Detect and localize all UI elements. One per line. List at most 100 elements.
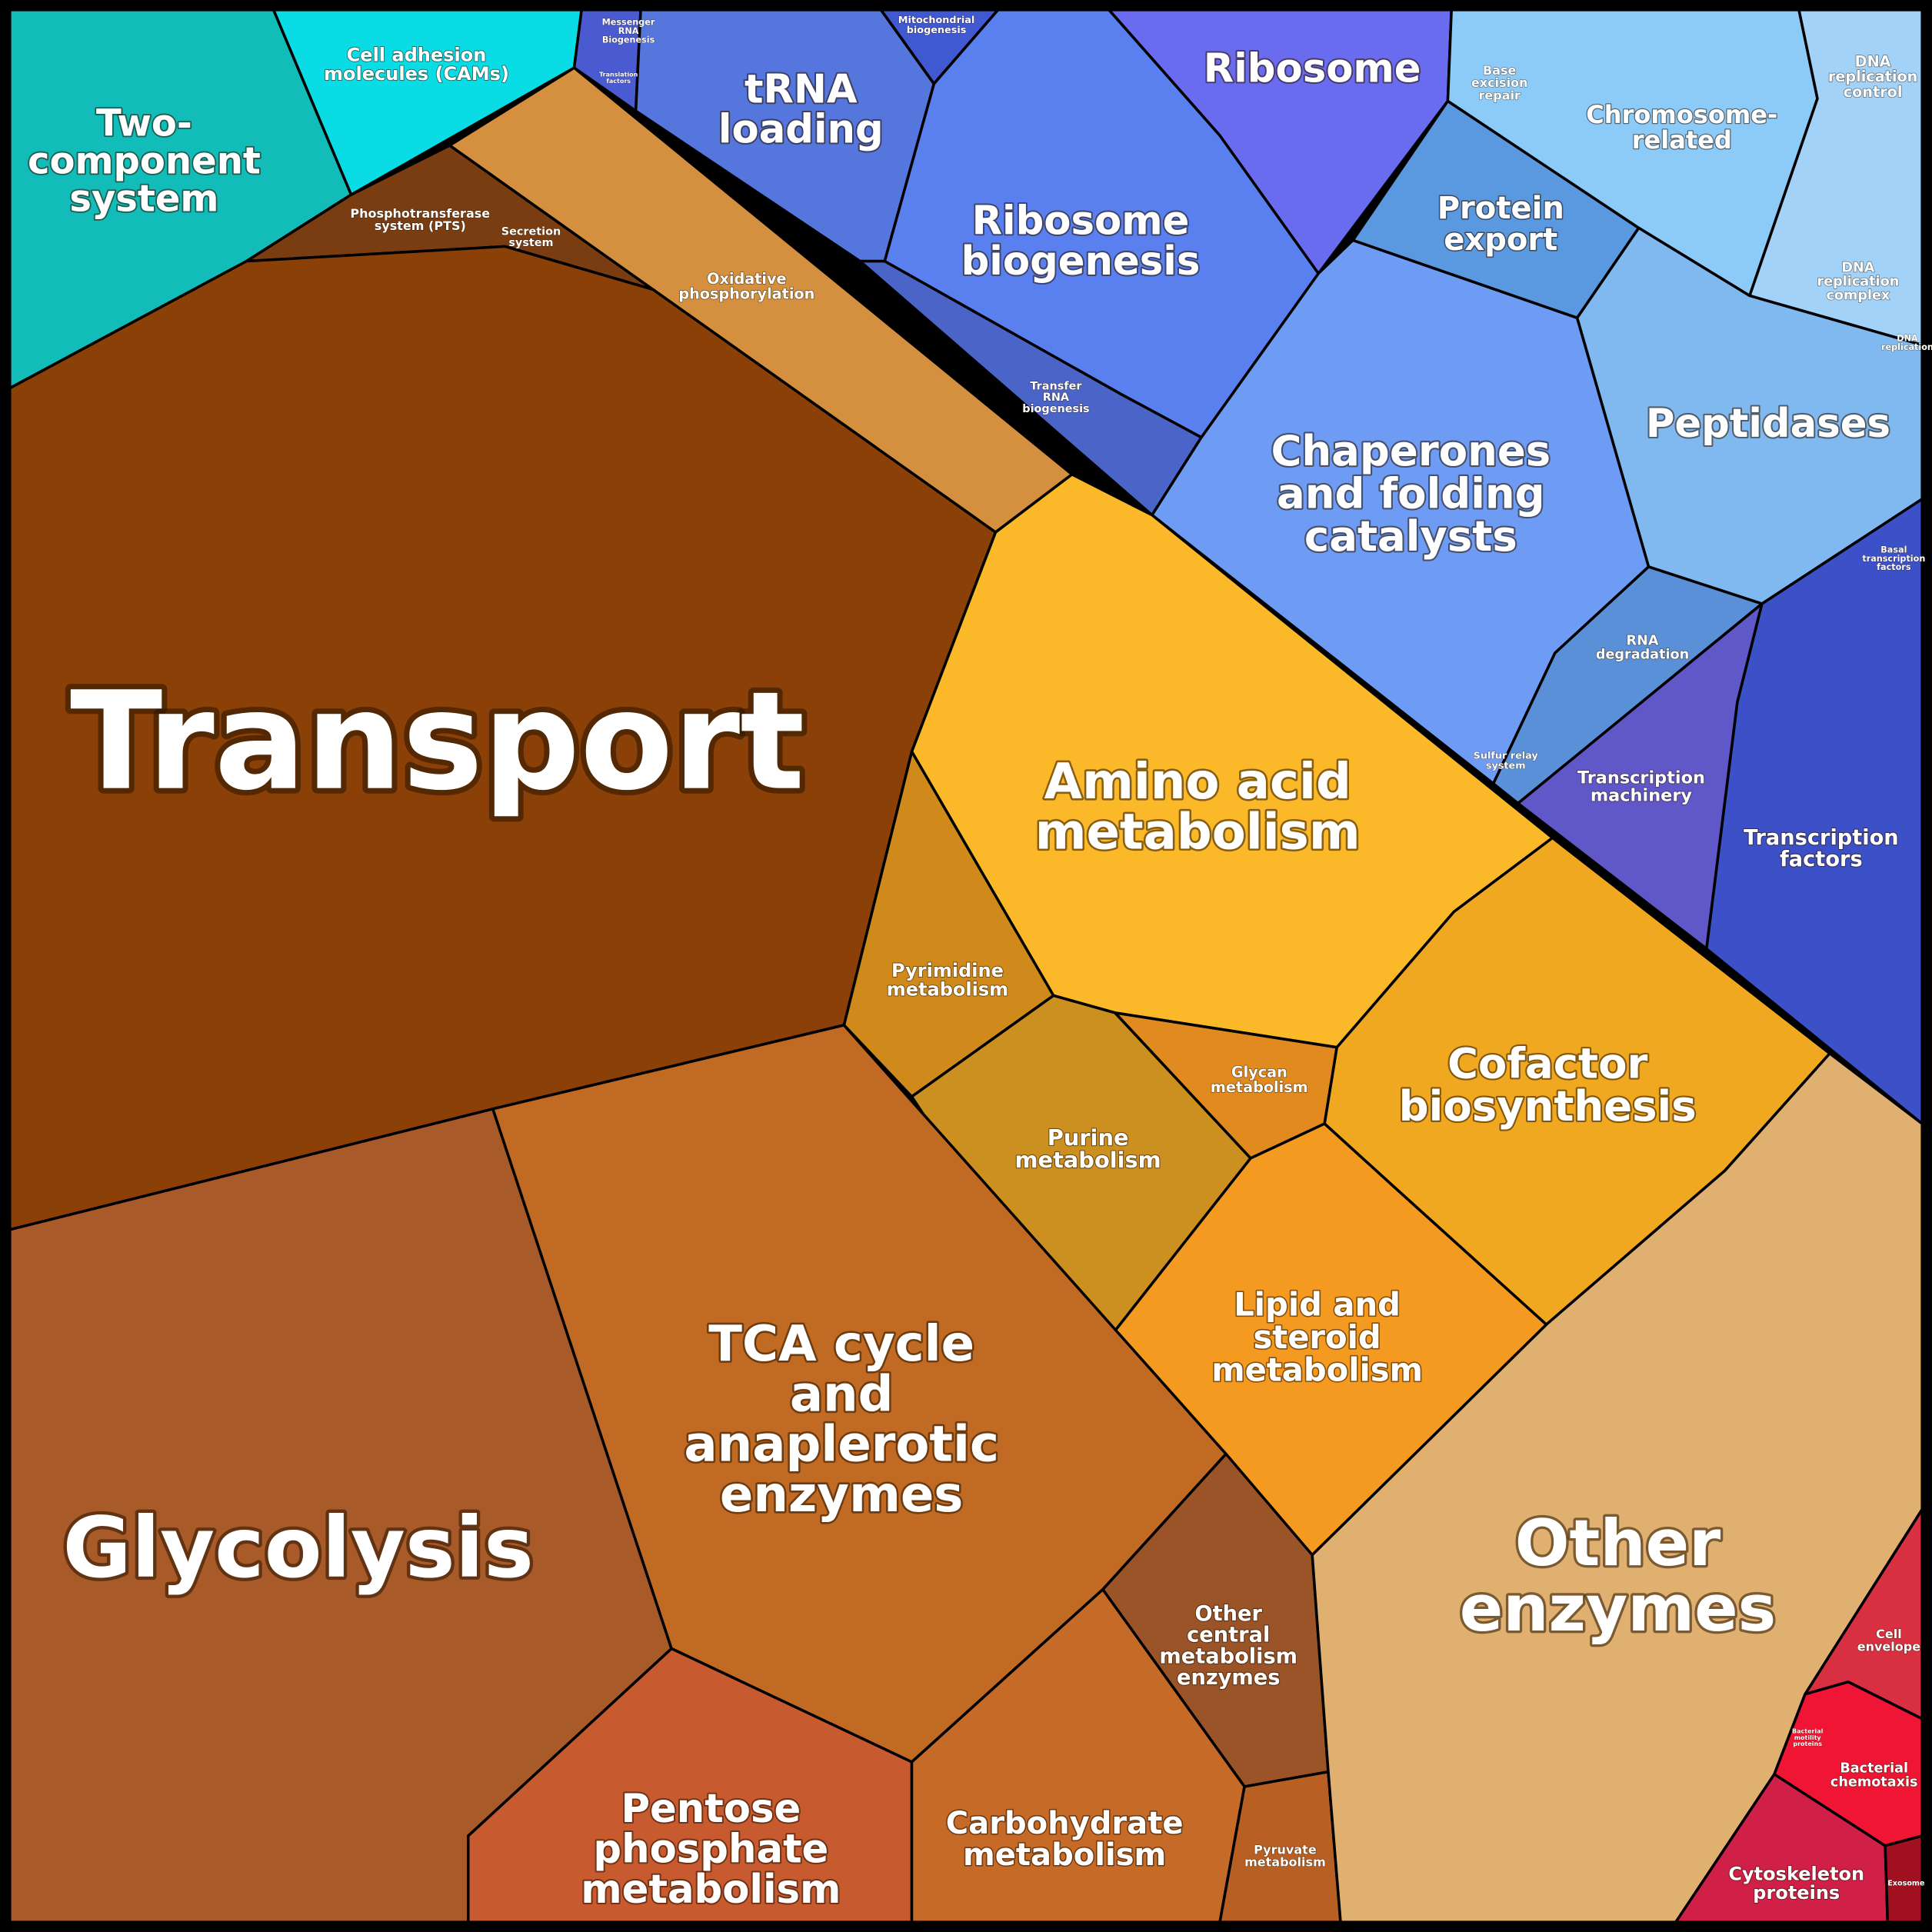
region-label: Transcription	[1577, 768, 1705, 788]
region-label: TCA cycle	[708, 1316, 974, 1373]
region-label: Transfer	[1030, 380, 1082, 392]
region-label: Other	[1195, 1602, 1263, 1626]
region	[858, 259, 1203, 517]
region-label: Glycolysis	[62, 1499, 533, 1597]
region-label: control	[1844, 83, 1903, 101]
region-label: biogenesis	[1022, 403, 1089, 415]
region	[1705, 498, 1924, 1125]
region-label: Chromosome-	[1586, 100, 1777, 129]
region-label: Exosome	[1887, 1879, 1925, 1887]
region-label: enzymes	[720, 1467, 964, 1524]
region-label: Glycan	[1231, 1064, 1287, 1081]
region-label: motility	[1794, 1734, 1822, 1741]
region-label: and folding	[1277, 468, 1545, 518]
region-label: Cell	[1876, 1627, 1902, 1641]
region-label: Other	[1515, 1506, 1721, 1581]
region-label: Pyrimidine	[891, 960, 1004, 981]
region-label: complex	[1826, 288, 1890, 304]
regions	[8, 8, 1924, 1924]
region-label: envelope	[1857, 1639, 1921, 1654]
region-label: enzymes	[1177, 1666, 1280, 1690]
region-label: transcription	[1862, 554, 1925, 564]
region-label: Amino acid	[1044, 754, 1351, 811]
region-label: system	[508, 237, 553, 249]
region-label: Phosphotransferase	[350, 206, 490, 221]
region-label: Transport	[70, 662, 804, 821]
region-label: replication	[1881, 342, 1932, 352]
region-label: Biogenesis	[602, 35, 655, 45]
region-label: metabolism	[963, 1837, 1166, 1873]
region-label: Base	[1483, 63, 1517, 78]
region-label: Cell adhesion	[347, 45, 487, 66]
region-label: factors	[1780, 848, 1863, 871]
region-label: RNA	[1627, 633, 1659, 648]
region-label: related	[1632, 125, 1732, 155]
region-label: replication	[1828, 68, 1917, 85]
region-label: DNA	[1897, 334, 1918, 344]
region-label: replication	[1817, 275, 1900, 290]
region-label: proteins	[1753, 1882, 1840, 1904]
region-label: Chaperones	[1271, 426, 1551, 475]
region-label: Carbohydrate	[946, 1806, 1184, 1841]
region-label: DNA	[1841, 261, 1874, 276]
region-label: steroid	[1254, 1318, 1381, 1356]
region-label: enzymes	[1460, 1571, 1776, 1646]
region-label: Basal	[1880, 545, 1907, 555]
region-label: Sulfur relay	[1474, 751, 1539, 762]
region-label: and	[790, 1366, 894, 1423]
region-label: Purine	[1048, 1124, 1129, 1151]
region-label: tRNA	[744, 66, 858, 112]
region-label: metabolism	[1244, 1855, 1326, 1870]
region-label: phosphorylation	[678, 285, 814, 302]
region-label: loading	[718, 107, 884, 153]
region	[1884, 1834, 1924, 1924]
region-label: metabolism	[1159, 1644, 1297, 1668]
region-label: Pyruvate	[1254, 1842, 1317, 1857]
region-label: machinery	[1591, 786, 1693, 806]
region-label: metabolism	[581, 1867, 841, 1913]
region-label: RNA	[618, 26, 639, 36]
region	[1491, 565, 1764, 805]
region-label: phosphate	[593, 1827, 828, 1873]
region-label: molecules (CAMs)	[324, 63, 509, 85]
region-label: Cytoskeleton	[1728, 1863, 1864, 1884]
region-label: DNA	[1855, 53, 1891, 71]
region-label: biosynthesis	[1399, 1081, 1697, 1131]
region-label: chemotaxis	[1830, 1774, 1918, 1790]
region-label: Secretion	[501, 225, 561, 238]
region-label: metabolism	[1211, 1078, 1308, 1096]
region-label: Messenger	[602, 18, 655, 28]
region-label: catalysts	[1304, 511, 1517, 561]
region-label: central	[1187, 1624, 1270, 1647]
region-label: metabolism	[1014, 1147, 1161, 1173]
region-label: RNA	[1043, 391, 1070, 404]
region-label: Translation	[599, 72, 638, 78]
region-label: component	[28, 140, 261, 183]
region-label: proteins	[1793, 1740, 1822, 1747]
region-label: Pentose	[621, 1786, 801, 1832]
region-label: Bacterial	[1792, 1728, 1824, 1735]
region-label: system (PTS)	[375, 218, 466, 233]
region	[467, 1647, 914, 1924]
region-label: Protein	[1437, 191, 1564, 226]
region-label: biogenesis	[961, 238, 1201, 285]
region-label: Mitochondrial	[898, 15, 975, 26]
region-label: Peptidases	[1646, 401, 1890, 447]
region-label: Oxidative	[707, 270, 786, 288]
region-label: export	[1444, 222, 1557, 258]
region-label: Cofactor	[1447, 1039, 1648, 1088]
region-label: repair	[1478, 88, 1521, 102]
region-label: system	[69, 178, 218, 221]
region-label: degradation	[1596, 647, 1689, 662]
region-label: anaplerotic	[684, 1417, 999, 1474]
region-label: system	[1486, 761, 1526, 772]
region-label: Transcription	[1744, 826, 1899, 850]
region-label: Bacterial	[1840, 1760, 1908, 1776]
region-label: factors	[606, 78, 631, 85]
region-label: factors	[1877, 562, 1911, 572]
region-label: metabolism	[887, 979, 1008, 1001]
region-label: Ribosome	[1204, 46, 1421, 92]
region-label: Lipid and	[1234, 1286, 1401, 1324]
